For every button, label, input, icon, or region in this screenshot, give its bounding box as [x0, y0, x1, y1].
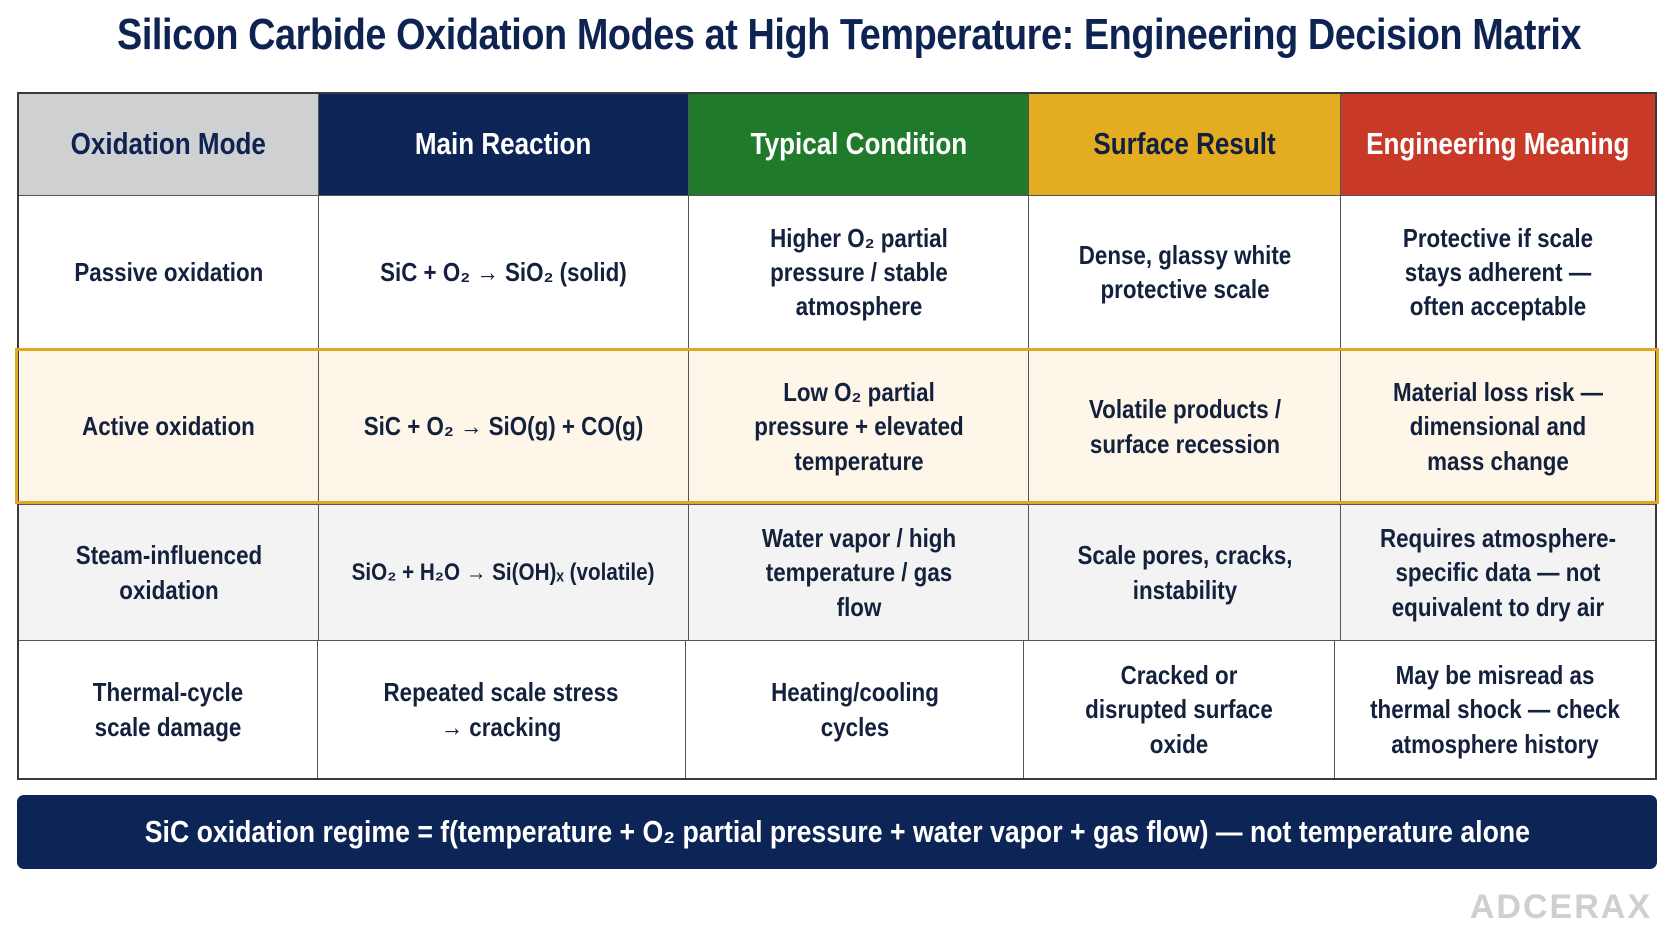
- header-surface-result: Surface Result: [1029, 94, 1341, 196]
- cell-mode: Steam-influenced oxidation: [19, 505, 319, 641]
- cell-reaction: SiC + O₂ → SiO₂ (solid): [319, 196, 689, 349]
- cell-condition: Heating/cooling cycles: [686, 641, 1025, 778]
- table-row: Steam-influenced oxidation SiO₂ + H₂O → …: [19, 505, 1655, 641]
- header-oxidation-mode: Oxidation Mode: [19, 94, 319, 196]
- cell-meaning: Protective if scale stays adherent — oft…: [1341, 196, 1655, 349]
- header-main-reaction: Main Reaction: [319, 94, 689, 196]
- table-header-row: Oxidation Mode Main Reaction Typical Con…: [19, 94, 1655, 196]
- cell-mode: Passive oxidation: [19, 196, 319, 349]
- cell-condition: Water vapor / high temperature / gas flo…: [689, 505, 1029, 641]
- cell-meaning: Requires atmosphere-specific data — not …: [1341, 505, 1655, 641]
- cell-condition: Higher O₂ partial pressure / stable atmo…: [689, 196, 1029, 349]
- table-row: Passive oxidation SiC + O₂ → SiO₂ (solid…: [19, 196, 1655, 349]
- table-row: Thermal-cycle scale damage Repeated scal…: [19, 641, 1655, 778]
- cell-condition: Low O₂ partial pressure + elevated tempe…: [689, 349, 1029, 505]
- cell-mode: Thermal-cycle scale damage: [19, 641, 318, 778]
- cell-meaning: Material loss risk — dimensional and mas…: [1341, 349, 1655, 505]
- cell-reaction: SiO₂ + H₂O → Si(OH)ₓ (volatile): [319, 505, 689, 641]
- cell-surface: Cracked or disrupted surface oxide: [1024, 641, 1335, 778]
- table-row: Active oxidation SiC + O₂ → SiO(g) + CO(…: [19, 349, 1655, 505]
- cell-meaning: May be misread as thermal shock — check …: [1370, 660, 1620, 759]
- decision-matrix-table: Oxidation Mode Main Reaction Typical Con…: [17, 92, 1657, 780]
- summary-banner: SiC oxidation regime = f(temperature + O…: [17, 795, 1657, 869]
- header-engineering-meaning: Engineering Meaning: [1341, 94, 1655, 196]
- cell-mode: Active oxidation: [19, 349, 319, 505]
- cell-reaction: Repeated scale stress → cracking: [318, 641, 686, 778]
- brand-watermark: ADCERAX: [1469, 888, 1652, 926]
- cell-reaction: SiC + O₂ → SiO(g) + CO(g): [319, 349, 689, 505]
- header-typical-condition: Typical Condition: [689, 94, 1029, 196]
- cell-surface: Dense, glassy white protective scale: [1029, 196, 1341, 349]
- cell-surface: Volatile products / surface recession: [1029, 349, 1341, 505]
- page-title: Silicon Carbide Oxidation Modes at High …: [117, 10, 1582, 59]
- cell-surface: Scale pores, cracks, instability: [1029, 505, 1341, 641]
